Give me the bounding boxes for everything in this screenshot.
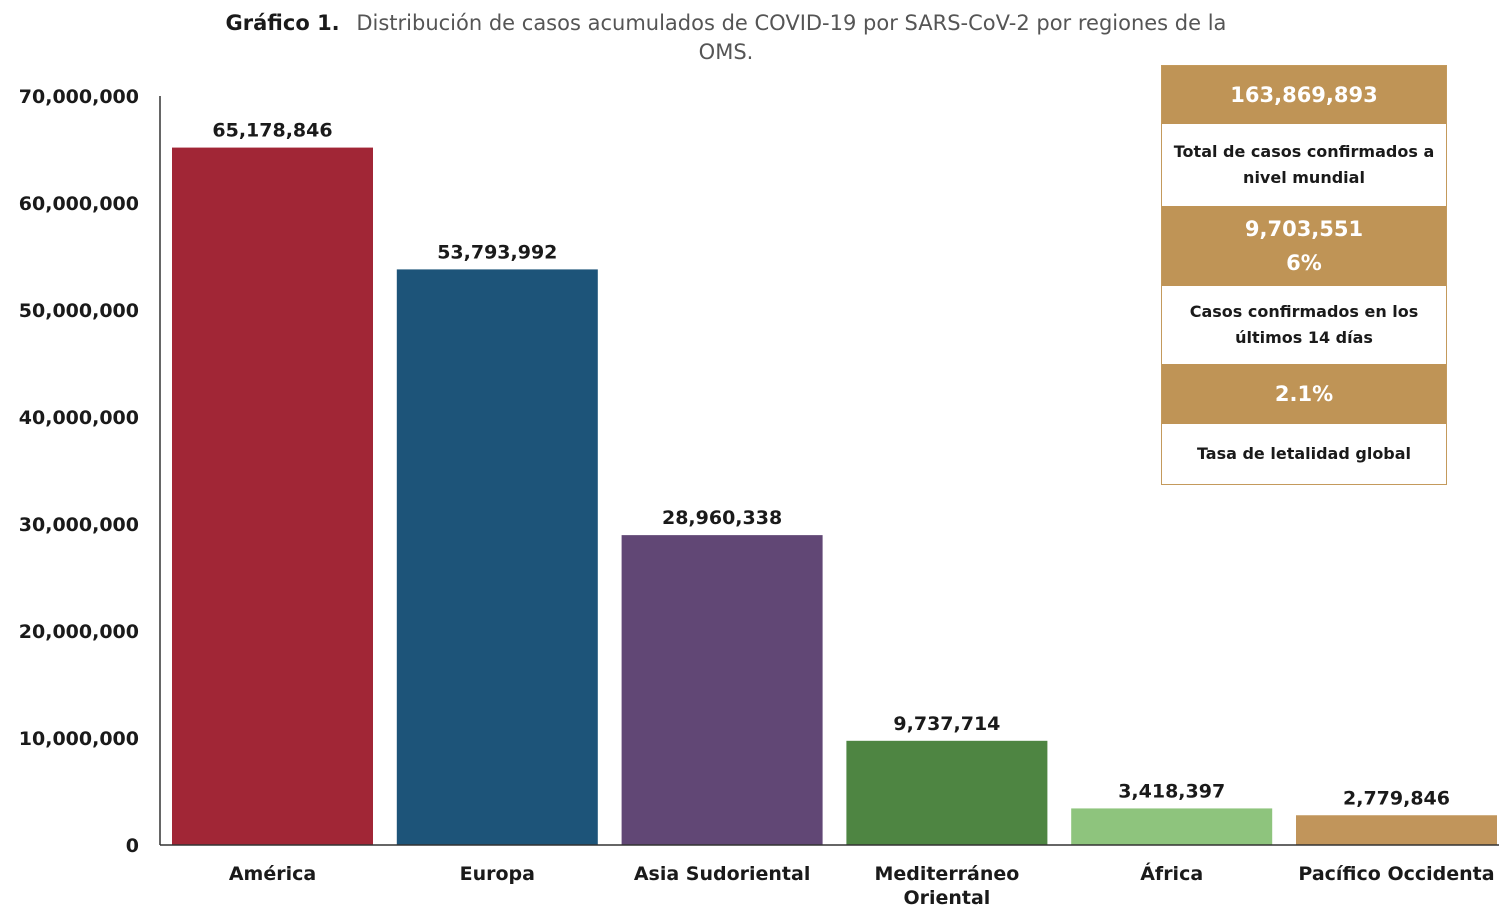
recent-cases-band: 9,703,551 6% xyxy=(1162,206,1446,286)
bar xyxy=(846,740,1048,845)
lethality-value: 2.1% xyxy=(1162,364,1446,424)
total-cases-value: 163,869,893 xyxy=(1162,66,1446,124)
data-labels-group: 65,178,846 53,793,992 28,960,338 9,737,714 3… xyxy=(212,120,1450,810)
x-category-label: Asia Sudoriental xyxy=(634,863,811,885)
bar-value-label: 65,178,846 xyxy=(212,120,332,142)
lethality-label-text: Tasa de letalidad global xyxy=(1196,444,1412,463)
bar-value-label: 3,418,397 xyxy=(1118,780,1225,802)
total-cases-label: Total de casos confirmados a nivel mundi… xyxy=(1162,124,1446,206)
bar xyxy=(1071,808,1273,845)
y-axis-ticks: 0 10,000,000 20,000,000 30,000,000 40,000,00… xyxy=(19,86,139,857)
y-tick-label: 10,000,000 xyxy=(19,728,139,750)
chart-title-line2: OMS. xyxy=(699,40,754,64)
x-category-label: Mediterráneo xyxy=(874,863,1019,885)
recent-cases-label: Casos confirmados en los últimos 14 días xyxy=(1162,286,1446,364)
bar xyxy=(396,269,598,845)
chart-title-text: Distribución de casos acumulados de COVI… xyxy=(356,11,1226,35)
recent-cases-label-text: Casos confirmados en los últimos 14 días xyxy=(1189,302,1419,347)
x-category-label: América xyxy=(229,863,316,885)
y-tick-label: 20,000,000 xyxy=(19,621,139,643)
lethality-label: Tasa de letalidad global xyxy=(1162,424,1446,484)
x-category-label: África xyxy=(1140,862,1203,885)
bar xyxy=(621,535,823,845)
recent-cases-value: 9,703,551 xyxy=(1244,217,1364,241)
summary-panel: 163,869,893 Total de casos confirmados a… xyxy=(1161,65,1447,485)
chart-title-prefix: Gráfico 1. xyxy=(226,11,340,35)
bars-group xyxy=(172,147,1497,845)
x-category-label: Pacífico Occidenta xyxy=(1298,863,1494,885)
y-tick-label: 70,000,000 xyxy=(19,86,139,108)
bar-value-label: 2,779,846 xyxy=(1343,787,1450,809)
total-cases-label-text: Total de casos confirmados a nivel mundi… xyxy=(1173,142,1435,187)
bar-value-label: 28,960,338 xyxy=(662,507,782,529)
bar xyxy=(1296,815,1497,845)
y-tick-label: 30,000,000 xyxy=(19,514,139,536)
bar-value-label: 53,793,992 xyxy=(437,241,557,263)
bar xyxy=(172,147,373,845)
y-tick-label: 60,000,000 xyxy=(19,193,139,215)
bar-value-label: 9,737,714 xyxy=(893,713,1000,735)
category-labels-group: América Europa Asia Sudoriental Mediterráne… xyxy=(229,862,1495,907)
x-category-label: Europa xyxy=(460,863,535,885)
y-tick-label: 50,000,000 xyxy=(19,300,139,322)
y-tick-label: 40,000,000 xyxy=(19,407,139,429)
y-tick-label: 0 xyxy=(126,835,139,857)
chart-title-line1: Gráfico 1. Distribución de casos acumula… xyxy=(226,11,1227,35)
recent-cases-percent: 6% xyxy=(1286,251,1322,275)
x-category-label: Oriental xyxy=(903,887,990,907)
